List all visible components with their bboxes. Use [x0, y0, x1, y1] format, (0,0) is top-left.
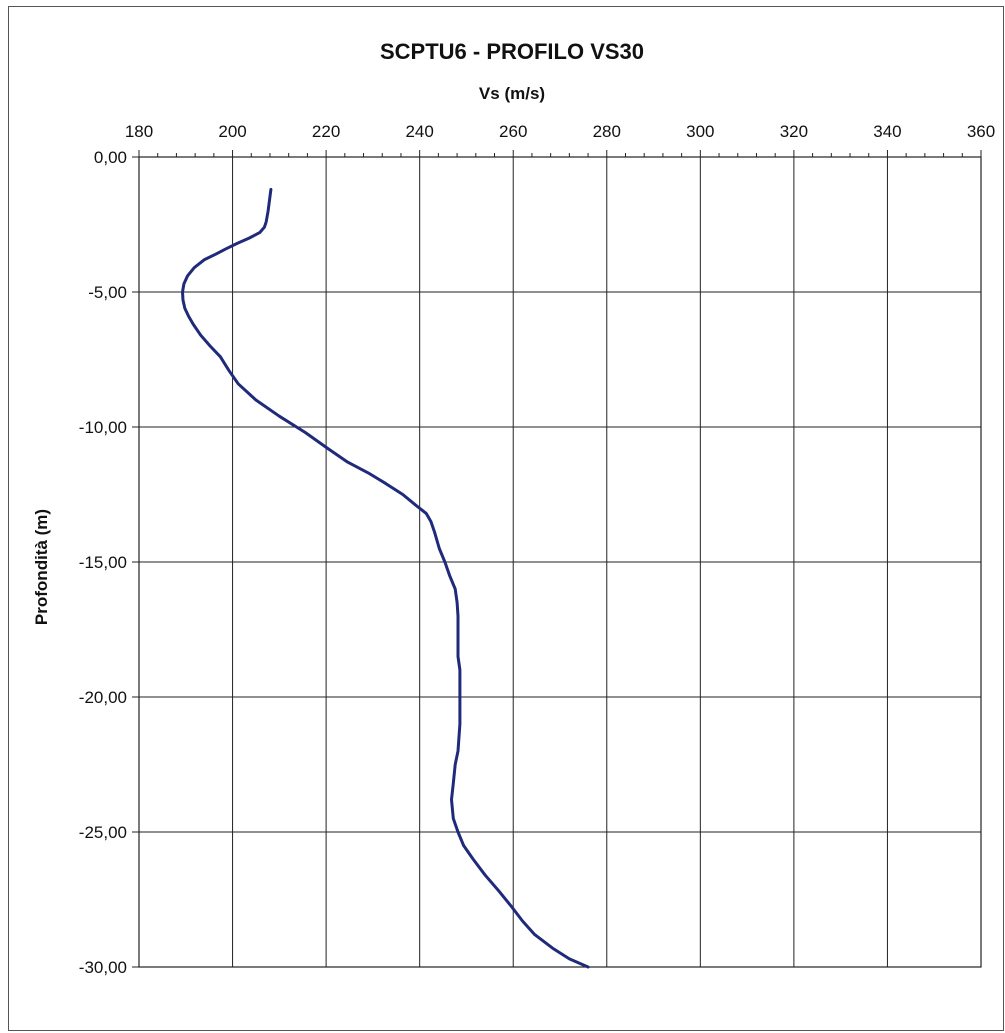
- y-tick-label: -10,00: [79, 418, 127, 437]
- y-tick-label: -30,00: [79, 958, 127, 977]
- chart-frame: SCPTU6 - PROFILO VS30 Vs (m/s) Profondit…: [8, 6, 1004, 1031]
- x-tick-label: 260: [499, 122, 527, 141]
- x-tick-label: 240: [405, 122, 433, 141]
- x-tick-label: 340: [873, 122, 901, 141]
- y-tick-label: -5,00: [88, 283, 127, 302]
- x-tick-label: 220: [312, 122, 340, 141]
- y-axis-ticks: 0,00 -5,00 -10,00 -15,00 -20,00 -25,00 -30,00: [79, 148, 139, 977]
- y-tick-label: -20,00: [79, 688, 127, 707]
- chart-title: SCPTU6 - PROFILO VS30: [380, 39, 644, 64]
- vs-profile-line: [181, 187, 590, 969]
- x-tick-label: 300: [686, 122, 714, 141]
- x-axis-ticks: 180 200 220 240 260 280 300 320 340 360: [125, 122, 995, 157]
- x-tick-label: 280: [593, 122, 621, 141]
- y-tick-label: 0,00: [94, 148, 127, 167]
- x-tick-label: 320: [780, 122, 808, 141]
- x-tick-label: 180: [125, 122, 153, 141]
- plot-border: [138, 156, 982, 968]
- grid-lines: [139, 157, 981, 967]
- x-axis-label: Vs (m/s): [479, 84, 545, 103]
- y-tick-label: -15,00: [79, 553, 127, 572]
- x-tick-label: 360: [967, 122, 995, 141]
- series-layer: [181, 187, 590, 969]
- y-axis-label: Profondità (m): [32, 509, 51, 625]
- y-tick-label: -25,00: [79, 823, 127, 842]
- x-tick-label: 200: [218, 122, 246, 141]
- vs-profile-chart: SCPTU6 - PROFILO VS30 Vs (m/s) Profondit…: [32, 39, 995, 977]
